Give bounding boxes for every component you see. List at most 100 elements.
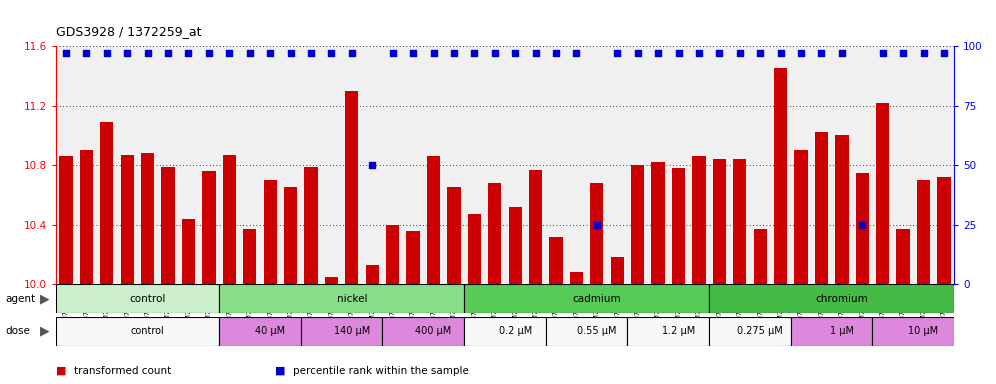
Text: 140 μM: 140 μM xyxy=(334,326,370,336)
Bar xyxy=(651,162,664,284)
Bar xyxy=(631,165,644,284)
Bar xyxy=(591,183,604,284)
Bar xyxy=(427,156,440,284)
Point xyxy=(589,222,605,228)
Point xyxy=(814,50,830,56)
Point xyxy=(691,50,707,56)
Point xyxy=(752,50,768,56)
Bar xyxy=(56,284,219,313)
Bar xyxy=(366,265,378,284)
Point xyxy=(120,50,135,56)
Bar xyxy=(529,170,542,284)
Point xyxy=(507,50,523,56)
Text: 1 μM: 1 μM xyxy=(830,326,854,336)
Bar xyxy=(447,187,460,284)
Bar xyxy=(346,91,359,284)
Bar xyxy=(774,68,787,284)
Text: 400 μM: 400 μM xyxy=(415,326,451,336)
Bar xyxy=(896,229,909,284)
Text: 10 μM: 10 μM xyxy=(908,326,938,336)
Bar xyxy=(121,155,133,284)
Text: 1.2 μM: 1.2 μM xyxy=(662,326,695,336)
Point xyxy=(201,50,217,56)
Text: 40 μM: 40 μM xyxy=(255,326,285,336)
Point xyxy=(936,50,952,56)
Bar xyxy=(464,284,709,313)
Bar xyxy=(611,257,623,284)
Point xyxy=(324,50,340,56)
Bar xyxy=(219,317,301,346)
Point xyxy=(548,50,564,56)
Bar xyxy=(627,317,709,346)
Point xyxy=(405,50,421,56)
Bar xyxy=(692,156,705,284)
Point xyxy=(650,50,666,56)
Point xyxy=(446,50,462,56)
Bar xyxy=(754,229,767,284)
Point xyxy=(262,50,278,56)
Point xyxy=(670,50,686,56)
Bar xyxy=(284,187,297,284)
Bar xyxy=(876,103,889,284)
Bar xyxy=(815,132,828,284)
Point xyxy=(874,50,890,56)
Bar xyxy=(713,159,726,284)
Text: control: control xyxy=(129,293,166,304)
Point xyxy=(425,50,441,56)
Bar xyxy=(672,168,685,284)
Text: control: control xyxy=(130,326,164,336)
Point xyxy=(180,50,196,56)
Bar xyxy=(182,218,195,284)
Bar xyxy=(550,237,563,284)
Point xyxy=(139,50,155,56)
Bar xyxy=(223,155,236,284)
Bar xyxy=(56,317,219,346)
Bar xyxy=(301,317,382,346)
Bar xyxy=(509,207,522,284)
Bar xyxy=(546,317,627,346)
Bar xyxy=(570,272,583,284)
Point xyxy=(711,50,727,56)
Point xyxy=(895,50,911,56)
Point xyxy=(79,50,95,56)
Bar xyxy=(243,229,256,284)
Bar xyxy=(202,171,215,284)
Point xyxy=(58,50,74,56)
Text: cadmium: cadmium xyxy=(573,293,622,304)
Text: 0.55 μM: 0.55 μM xyxy=(577,326,617,336)
Bar xyxy=(305,167,318,284)
Text: dose: dose xyxy=(5,326,30,336)
Point xyxy=(466,50,482,56)
Point xyxy=(487,50,503,56)
Point xyxy=(344,50,360,56)
Text: GDS3928 / 1372259_at: GDS3928 / 1372259_at xyxy=(56,25,201,38)
Bar xyxy=(219,284,464,313)
Bar xyxy=(464,317,546,346)
Bar xyxy=(141,153,154,284)
Bar xyxy=(795,150,808,284)
Text: agent: agent xyxy=(5,293,35,304)
Text: ■: ■ xyxy=(275,366,286,376)
Bar xyxy=(264,180,277,284)
Point xyxy=(773,50,789,56)
Bar xyxy=(937,177,950,284)
Point xyxy=(793,50,809,56)
Point xyxy=(569,50,585,56)
Bar xyxy=(791,317,872,346)
Point xyxy=(629,50,645,56)
Point xyxy=(732,50,748,56)
Bar xyxy=(709,284,954,313)
Point xyxy=(610,50,625,56)
Point xyxy=(384,50,400,56)
Text: ▶: ▶ xyxy=(40,325,50,338)
Bar xyxy=(709,317,791,346)
Text: nickel: nickel xyxy=(337,293,368,304)
Text: 0.2 μM: 0.2 μM xyxy=(499,326,532,336)
Point xyxy=(221,50,237,56)
Point xyxy=(303,50,319,56)
Bar xyxy=(386,225,399,284)
Bar xyxy=(488,183,501,284)
Text: chromium: chromium xyxy=(816,293,869,304)
Bar xyxy=(406,230,419,284)
Point xyxy=(528,50,544,56)
